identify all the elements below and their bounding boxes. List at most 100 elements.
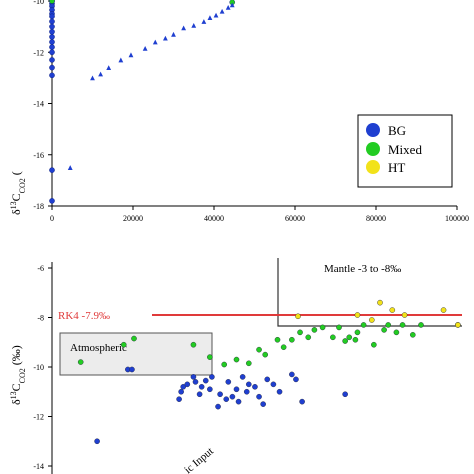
- bottom-point-bg: [178, 388, 184, 395]
- top-circle-point: [49, 18, 55, 25]
- bottom-point-mixed: [342, 338, 348, 344]
- bottom-y-tick-label: -6: [37, 264, 44, 273]
- bottom-point-bg: [342, 391, 348, 398]
- bottom-point-bg: [276, 388, 283, 395]
- bottom-point-mixed: [371, 341, 377, 348]
- bottom-point-bg: [202, 377, 209, 384]
- top-y-tick-label: -10: [33, 0, 44, 6]
- top-triangle-point: [118, 57, 124, 63]
- bottom-y-tick-label: -10: [33, 363, 44, 372]
- top-triangle-point: [152, 39, 158, 45]
- bottom-point-ht: [455, 322, 461, 328]
- bottom-point-mixed: [274, 336, 281, 343]
- bottom-point-mixed: [399, 322, 406, 328]
- bottom-point-mixed: [352, 336, 359, 343]
- top-circle-point: [49, 57, 55, 63]
- bottom-point-mixed: [207, 354, 213, 360]
- bottom-point-mixed: [346, 334, 353, 341]
- bottom-points: [77, 299, 461, 445]
- bottom-point-bg: [192, 379, 199, 385]
- bottom-point-bg: [235, 398, 242, 405]
- top-circle-point: [49, 72, 55, 79]
- bottom-point-bg: [129, 366, 135, 373]
- rk4-label: RK4 -7.9‰: [58, 310, 110, 322]
- top-triangle-point: [213, 12, 219, 18]
- bottom-point-ht: [295, 313, 301, 320]
- legend-label-mixed: Mixed: [388, 142, 422, 157]
- bottom-point-mixed: [385, 322, 392, 328]
- bottom-point-mixed: [409, 332, 416, 338]
- bottom-point-bg: [190, 374, 197, 380]
- input-label-fragment: ic Input: [182, 445, 216, 474]
- top-circle-point: [49, 64, 55, 71]
- top-triangle-point: [67, 165, 73, 170]
- top-circle-point: [49, 34, 55, 40]
- top-circle-point: [49, 23, 55, 30]
- top-triangle-point: [201, 19, 207, 24]
- bottom-point-mixed: [262, 351, 269, 358]
- top-triangle-point: [106, 65, 112, 71]
- legend-label-ht: HT: [388, 160, 405, 175]
- bottom-point-bg: [260, 401, 266, 407]
- bottom-point-mixed: [77, 359, 84, 365]
- top-circle-point: [49, 39, 55, 45]
- top-triangle-point: [207, 15, 213, 21]
- top-triangle-point: [181, 25, 187, 31]
- bottom-point-bg: [264, 376, 271, 383]
- bottom-point-mixed: [305, 334, 312, 341]
- top-y-ticks: -18 -16 -14 -12 -10: [33, 0, 52, 211]
- top-triangle-point: [128, 52, 134, 58]
- bottom-point-mixed: [280, 344, 287, 351]
- top-circle-point: [49, 13, 55, 20]
- bottom-point-bg: [299, 398, 305, 405]
- bottom-point-bg: [215, 403, 221, 410]
- bottom-point-mixed: [131, 335, 137, 342]
- bottom-point-ht: [440, 307, 447, 313]
- bottom-point-bg: [233, 386, 240, 393]
- top-circle-point: [49, 44, 55, 50]
- top-triangle-point: [98, 71, 103, 77]
- bottom-point-mixed: [330, 334, 336, 341]
- bottom-point-mixed: [289, 336, 295, 343]
- top-y-tick-label: -18: [33, 202, 44, 211]
- bottom-point-mixed: [319, 324, 326, 331]
- bottom-point-mixed: [120, 341, 127, 348]
- top-y-axis-label: δ13CCO2 (: [9, 171, 27, 215]
- top-x-tick-label: 80000: [366, 214, 386, 223]
- bottom-point-bg: [245, 381, 252, 388]
- bottom-chart: -14 -12 -10 -8 -6 δ13CCO2 (‰) Mantle -3 to -…: [9, 258, 462, 474]
- bottom-point-ht: [354, 312, 361, 318]
- legend: BG Mixed HT: [357, 114, 453, 188]
- top-y-tick-label: -12: [33, 48, 44, 57]
- bottom-point-bg: [223, 396, 230, 402]
- bottom-point-bg: [176, 396, 182, 402]
- bottom-point-bg: [289, 371, 295, 378]
- bottom-point-bg: [198, 383, 205, 390]
- bottom-point-bg: [229, 393, 236, 400]
- bottom-point-bg: [94, 438, 100, 445]
- top-triangle-point: [229, 2, 235, 8]
- bottom-point-mixed: [245, 360, 252, 367]
- top-circle-point: [49, 0, 55, 4]
- bottom-y-tick-label: -8: [37, 314, 44, 323]
- bottom-point-bg: [196, 391, 203, 398]
- bottom-point-mixed: [297, 329, 303, 336]
- bottom-point-mixed: [354, 329, 361, 336]
- bottom-point-mixed: [381, 327, 387, 333]
- top-triangle-point: [171, 31, 176, 37]
- top-x-tick-label: 20000: [123, 214, 143, 223]
- bottom-y-axis-label: δ13CCO2 (‰): [9, 345, 27, 405]
- bottom-point-bg: [252, 383, 258, 390]
- mantle-label: Mantle -3 to -8‰: [324, 263, 401, 275]
- bottom-point-ht: [368, 317, 375, 323]
- top-x-tick-label: 0: [50, 214, 54, 223]
- bottom-point-bg: [184, 381, 191, 388]
- bottom-point-mixed: [221, 361, 227, 368]
- bottom-point-ht: [389, 307, 396, 313]
- bottom-point-mixed: [311, 327, 318, 333]
- bottom-point-bg: [225, 379, 232, 385]
- top-y-tick-label: -16: [33, 151, 44, 160]
- top-triangle-point: [225, 5, 231, 10]
- bottom-point-bg: [256, 393, 262, 400]
